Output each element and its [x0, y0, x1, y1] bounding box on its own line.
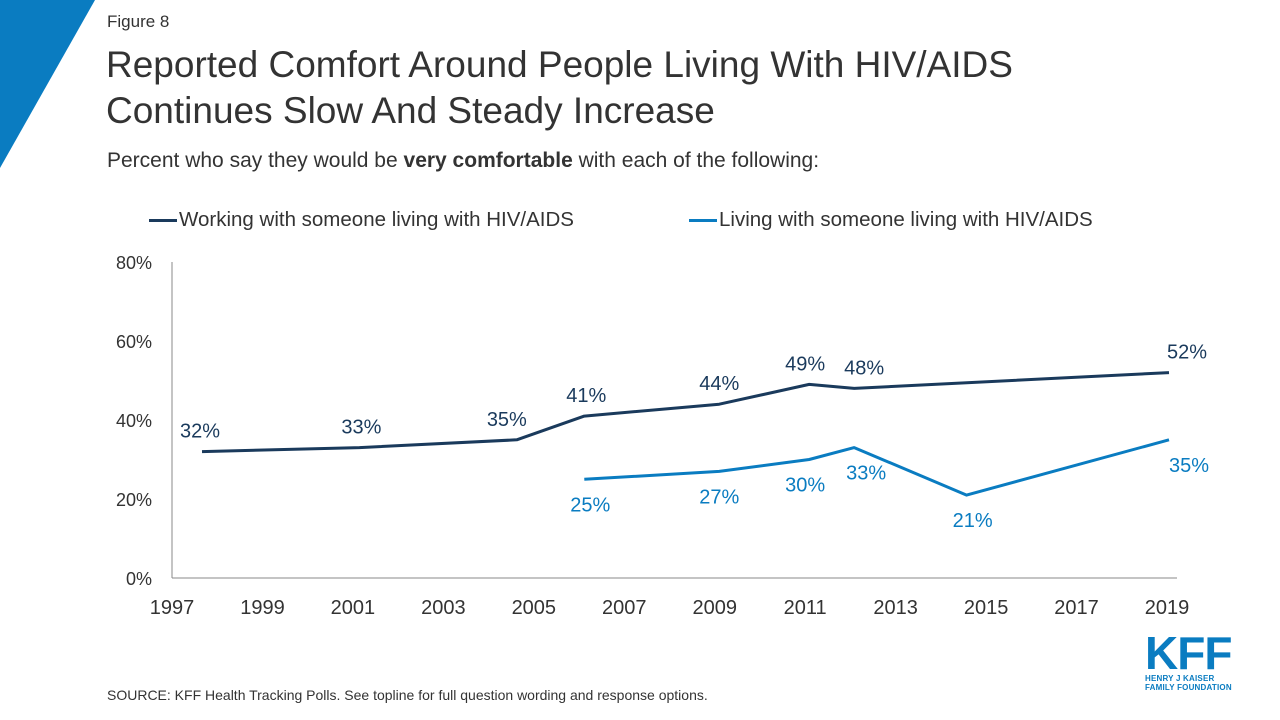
data-label: 27%	[699, 486, 739, 508]
subtitle-bold: very comfortable	[403, 149, 573, 172]
x-tick-label: 2015	[964, 597, 1009, 619]
legend-swatch-working	[149, 218, 177, 222]
corner-accent-triangle	[0, 0, 95, 168]
series-line-living	[584, 438, 1170, 497]
title-line-1: Reported Comfort Around People Living Wi…	[106, 44, 1013, 85]
x-tick-label: 2003	[421, 597, 466, 619]
logo-subtitle-1: HENRY J KAISER	[1145, 674, 1215, 683]
x-tick-label: 1997	[150, 597, 195, 619]
chart-subtitle: Percent who say they would be very comfo…	[107, 149, 819, 173]
figure-label: Figure 8	[107, 12, 170, 31]
title-line-2: Continues Slow And Steady Increase	[106, 90, 715, 131]
data-label: 52%	[1167, 342, 1207, 364]
page-title: Reported Comfort Around People Living Wi…	[106, 42, 1206, 134]
data-label: 48%	[844, 357, 884, 379]
data-label: 33%	[341, 417, 381, 439]
x-tick-label: 2011	[784, 597, 827, 619]
data-label: 44%	[699, 373, 739, 395]
data-label: 35%	[1169, 455, 1209, 477]
data-label: 25%	[570, 494, 610, 516]
data-label: 35%	[487, 409, 527, 431]
x-tick-label: 2019	[1145, 597, 1190, 619]
source-note: SOURCE: KFF Health Tracking Polls. See t…	[107, 687, 708, 703]
legend-label-living: Living with someone living with HIV/AIDS	[719, 208, 1093, 231]
data-label: 21%	[953, 510, 993, 532]
legend-item-working: Working with someone living with HIV/AID…	[149, 208, 574, 232]
data-label: 33%	[846, 463, 886, 485]
x-tick-label: 1999	[240, 597, 285, 619]
logo-wordmark: KFF	[1145, 627, 1232, 679]
x-tick-label: 2013	[873, 597, 918, 619]
subtitle-pre: Percent who say they would be	[107, 149, 404, 172]
y-tick-label: 60%	[116, 332, 152, 352]
x-tick-label: 2009	[692, 597, 737, 619]
legend-item-living: Living with someone living with HIV/AIDS	[689, 208, 1093, 232]
y-tick-label: 80%	[116, 253, 152, 273]
subtitle-post: with each of the following:	[572, 149, 820, 172]
legend-swatch-living	[689, 218, 717, 222]
y-tick-label: 20%	[116, 490, 152, 510]
data-label: 32%	[180, 421, 220, 443]
x-tick-label: 2005	[512, 597, 557, 619]
logo-subtitle-2: FAMILY FOUNDATION	[1145, 683, 1232, 692]
x-tick-label: 2017	[1054, 597, 1099, 619]
data-label: 49%	[785, 353, 825, 375]
series-line-working	[201, 371, 1170, 454]
data-label: 41%	[566, 385, 606, 407]
data-label: 30%	[785, 475, 825, 497]
x-tick-label: 2007	[602, 597, 647, 619]
y-tick-label: 0%	[126, 569, 152, 589]
kff-logo: KFF HENRY J KAISER FAMILY FOUNDATION	[1145, 627, 1237, 692]
y-tick-label: 40%	[116, 411, 152, 431]
x-tick-label: 2001	[331, 597, 376, 619]
legend-label-working: Working with someone living with HIV/AID…	[179, 208, 574, 231]
